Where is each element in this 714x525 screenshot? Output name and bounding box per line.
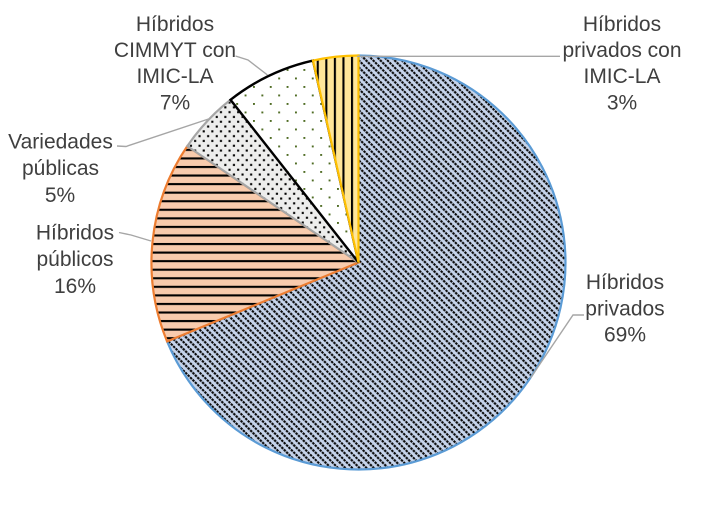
- svg-text:IMIC-LA: IMIC-LA: [583, 65, 660, 88]
- svg-text:IMIC-LA: IMIC-LA: [136, 65, 213, 88]
- svg-text:públicas: públicas: [22, 157, 99, 180]
- svg-text:CIMMYT con: CIMMYT con: [114, 39, 236, 62]
- svg-text:privados: privados: [585, 297, 664, 320]
- svg-text:7%: 7%: [160, 92, 190, 115]
- svg-text:Híbridos: Híbridos: [36, 222, 114, 245]
- svg-text:Híbridos: Híbridos: [586, 271, 664, 294]
- svg-text:Variedades: Variedades: [8, 131, 113, 154]
- svg-text:Híbridos: Híbridos: [583, 13, 661, 36]
- svg-text:privados con: privados con: [562, 39, 681, 62]
- svg-text:públicos: públicos: [36, 248, 113, 271]
- svg-text:16%: 16%: [54, 275, 96, 298]
- svg-text:5%: 5%: [45, 184, 75, 207]
- svg-text:3%: 3%: [607, 92, 637, 115]
- svg-text:69%: 69%: [604, 324, 646, 347]
- svg-text:Híbridos: Híbridos: [136, 13, 214, 36]
